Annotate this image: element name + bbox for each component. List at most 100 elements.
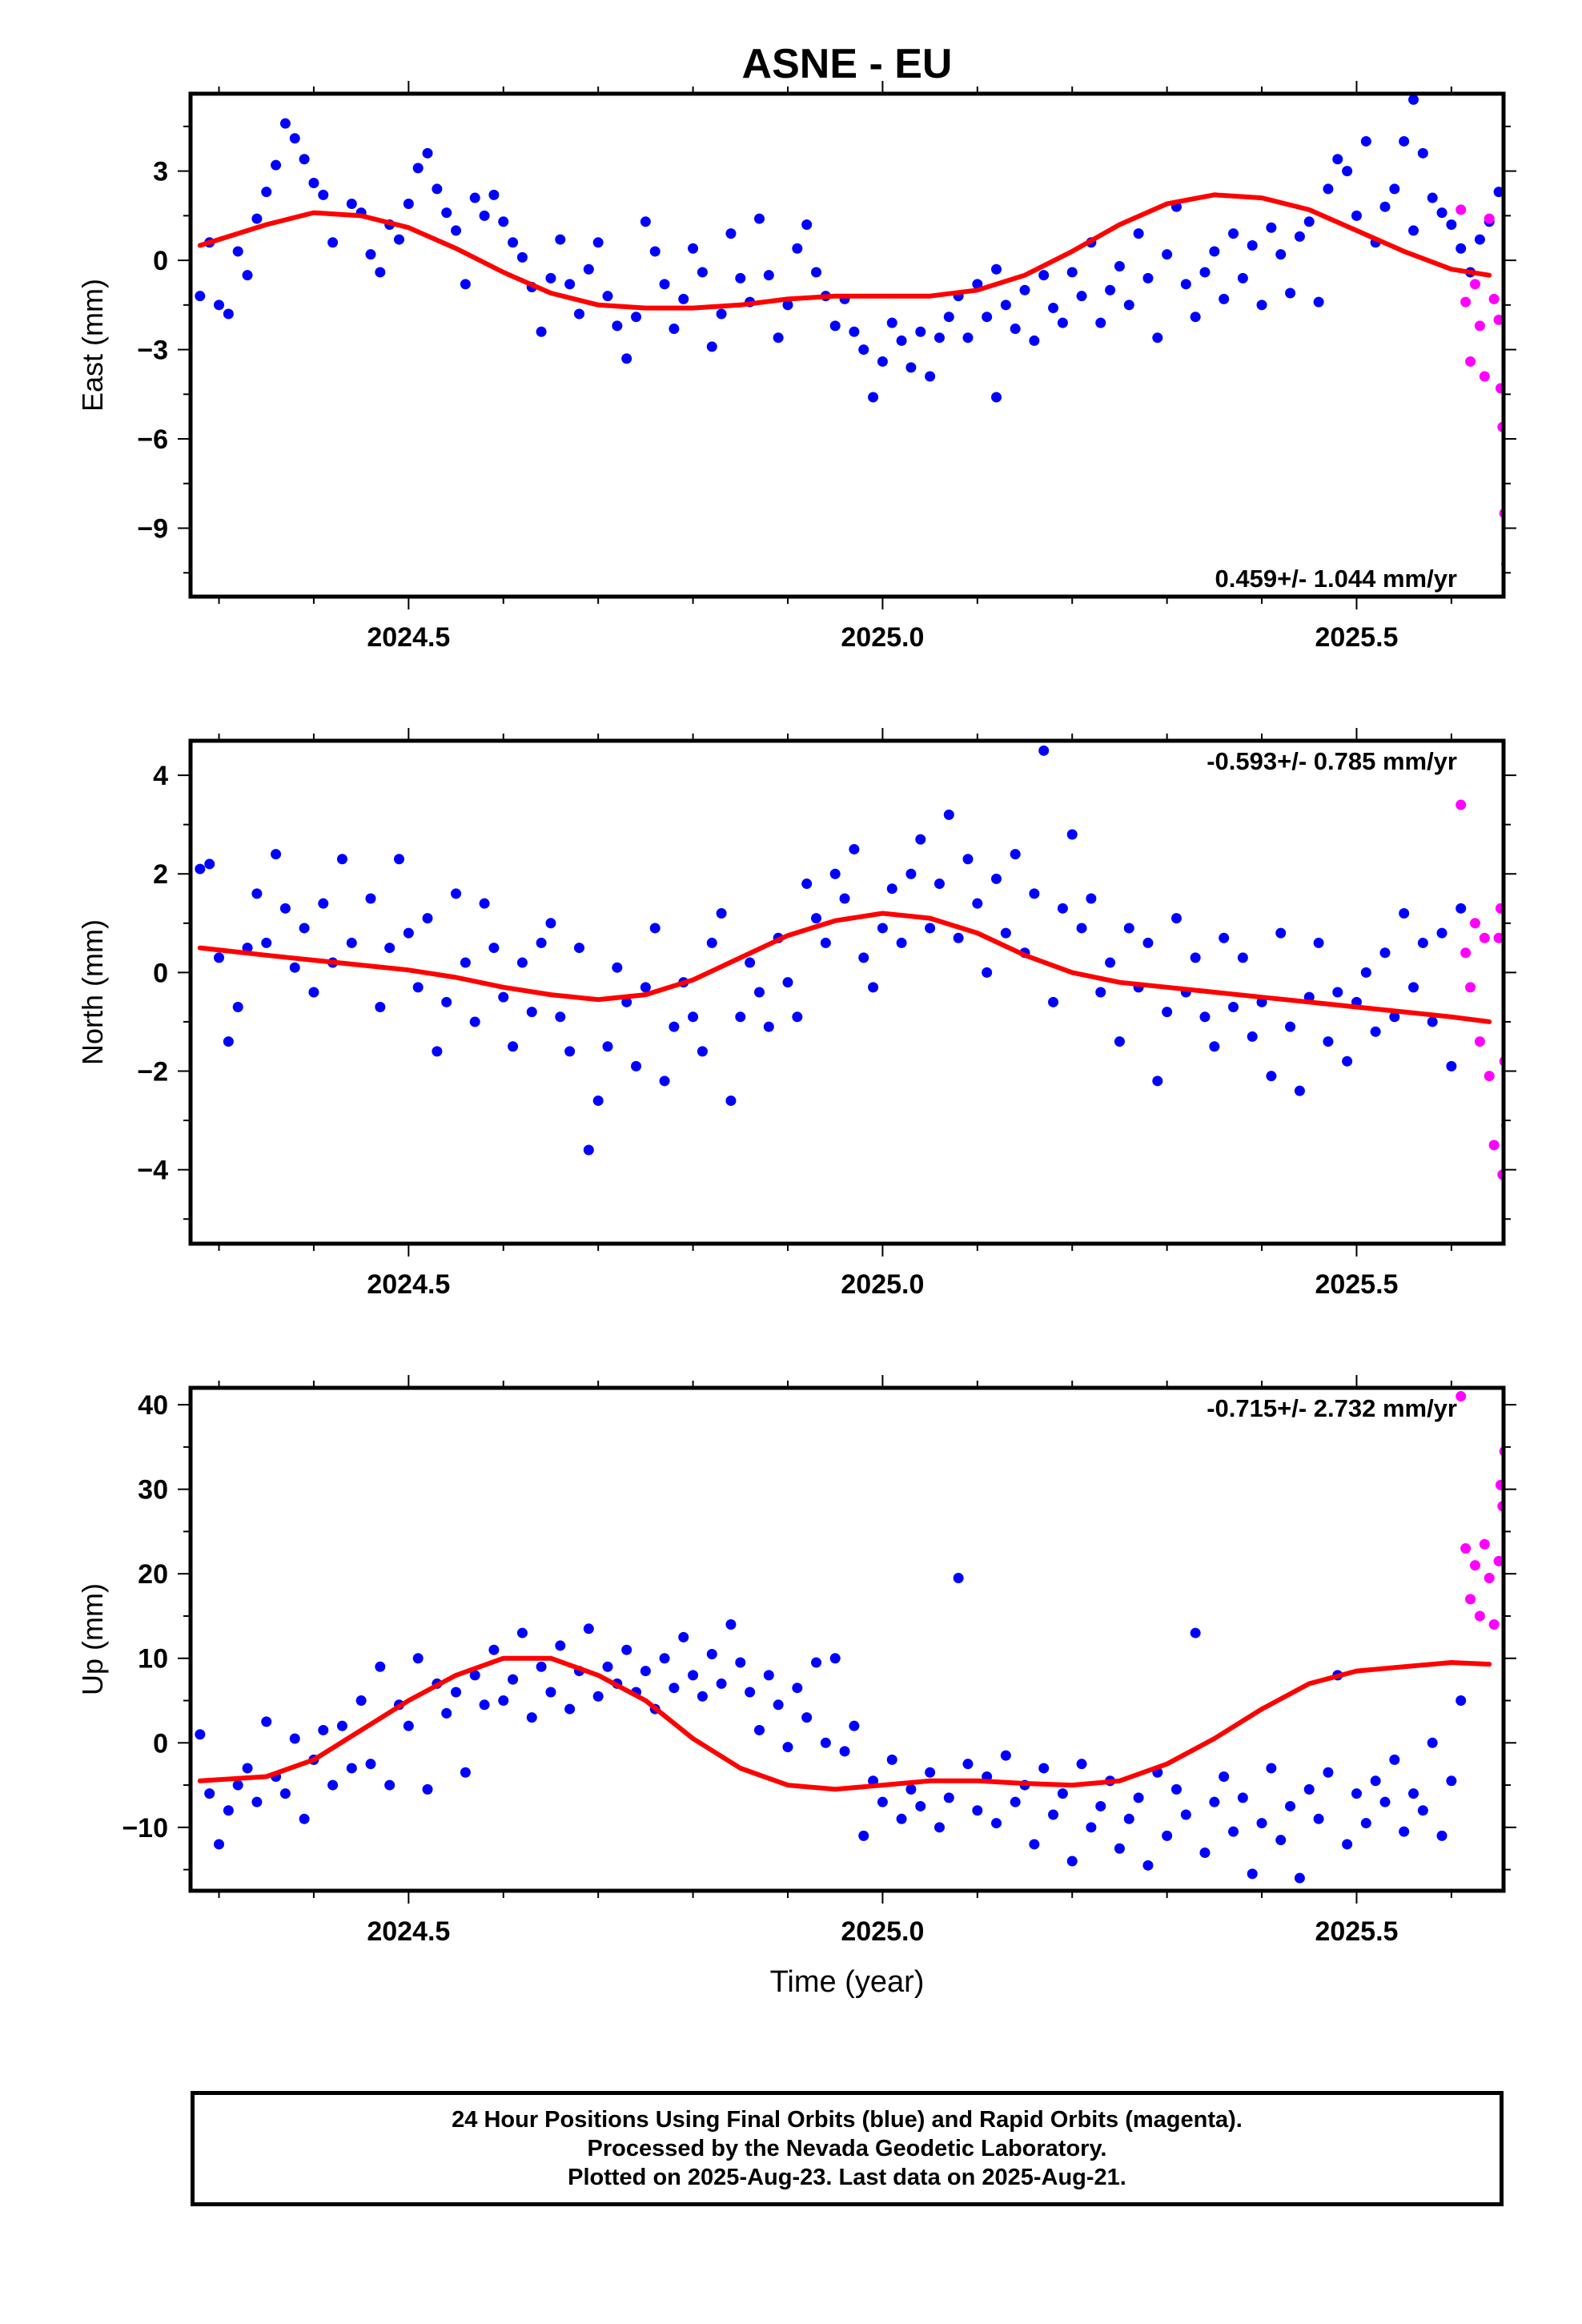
east-final-point	[242, 270, 253, 281]
north-rapid-point	[1493, 932, 1504, 943]
up-ytick-label: 10	[138, 1644, 168, 1675]
east-final-point	[1399, 135, 1410, 147]
north-ytick-label: 2	[153, 859, 168, 890]
east-final-point	[1379, 201, 1391, 212]
north-ytick-label: −4	[137, 1156, 168, 1186]
up-final-point	[1266, 1763, 1277, 1774]
north-final-point	[849, 843, 860, 854]
up-final-point	[697, 1691, 708, 1702]
east-final-point	[1256, 300, 1267, 311]
north-final-point	[659, 1076, 670, 1087]
east-final-point	[1294, 231, 1305, 242]
up-xlabel: Time (year)	[770, 1965, 925, 1999]
up-final-point	[299, 1813, 310, 1824]
north-final-point	[1417, 937, 1428, 948]
east-final-point	[479, 210, 490, 221]
east-ytick-label: 3	[153, 157, 168, 187]
north-final-point	[451, 888, 462, 899]
up-final-point	[1199, 1848, 1211, 1859]
up-final-point	[403, 1720, 414, 1731]
up-final-point	[195, 1729, 206, 1740]
east-final-point	[1360, 135, 1371, 147]
north-final-point	[583, 1144, 594, 1156]
north-frame	[188, 738, 1506, 1246]
east-xtick-label: 2025.5	[1315, 622, 1398, 653]
east-final-point	[934, 332, 945, 344]
north-final-point	[508, 1041, 519, 1052]
north-final-point	[536, 937, 547, 948]
east-final-point	[982, 312, 993, 323]
up-final-point	[412, 1653, 424, 1664]
up-final-point	[1303, 1783, 1315, 1795]
up-rapid-point	[1493, 1555, 1504, 1566]
east-final-point	[1000, 300, 1011, 311]
east-final-point	[990, 263, 1002, 275]
up-final-point	[1142, 1860, 1154, 1871]
up-final-point	[223, 1805, 234, 1816]
north-model-line	[197, 911, 1492, 1024]
east-final-point	[516, 251, 528, 263]
east-final-point	[498, 216, 509, 227]
up-final-point	[1010, 1796, 1021, 1807]
north-final-point	[308, 987, 319, 998]
north-final-point	[829, 868, 841, 879]
north-final-point	[441, 996, 452, 1007]
north-final-point	[1228, 1001, 1239, 1012]
up-final-point	[1389, 1754, 1400, 1765]
east-final-point	[1199, 267, 1211, 278]
up-final-point	[716, 1678, 727, 1689]
up-final-point	[214, 1839, 225, 1850]
east-final-point	[1427, 192, 1438, 203]
north-final-point	[934, 879, 945, 890]
east-final-point	[508, 237, 519, 248]
east-data	[195, 94, 1504, 590]
east-final-point	[640, 216, 651, 227]
up-final-point	[962, 1759, 974, 1770]
east-final-point	[858, 344, 869, 356]
up-final-point	[1048, 1809, 1059, 1820]
up-final-point	[375, 1661, 386, 1672]
east-final-point	[232, 246, 243, 257]
north-xtick-label: 2025.0	[841, 1269, 924, 1300]
up-final-point	[669, 1683, 680, 1694]
up-final-point	[318, 1724, 329, 1735]
east-final-point	[564, 279, 576, 290]
north-final-point	[915, 834, 926, 845]
north-final-point	[299, 923, 310, 934]
east-final-point	[706, 341, 717, 352]
up-final-point	[488, 1644, 500, 1655]
up-final-point	[1133, 1792, 1144, 1803]
north-final-point	[336, 854, 347, 865]
north-final-point	[801, 879, 813, 890]
north-final-point	[1456, 903, 1467, 914]
up-ytick-label: 40	[138, 1390, 168, 1421]
north-ytick-label: 4	[153, 761, 168, 791]
east-final-point	[422, 147, 433, 159]
up-rapid-point	[1460, 1543, 1472, 1554]
east-final-point	[308, 177, 319, 188]
up-final-point	[877, 1796, 888, 1807]
up-final-point	[1285, 1800, 1296, 1811]
north-final-point	[735, 1011, 746, 1023]
north-final-point	[1114, 1036, 1125, 1047]
up-final-point	[763, 1670, 774, 1681]
north-final-point	[214, 952, 225, 963]
up-final-point	[526, 1712, 537, 1723]
east-final-point	[327, 237, 339, 248]
east-final-point	[829, 320, 841, 332]
east-panel: 2024.5 2025.0 2025.5 3 0 −3 −6 −9 East (mm) 0.459…	[76, 81, 1516, 653]
up-final-point	[782, 1742, 793, 1753]
up-final-point	[536, 1661, 547, 1672]
east-final-point	[1123, 300, 1134, 311]
north-final-point	[905, 868, 917, 879]
up-final-point	[232, 1779, 243, 1791]
east-final-point	[460, 279, 471, 290]
east-final-point	[753, 213, 765, 224]
north-final-point	[1237, 952, 1248, 963]
east-final-point	[725, 228, 737, 239]
north-final-point	[592, 1095, 604, 1106]
up-final-point	[896, 1813, 907, 1824]
east-final-point	[1038, 270, 1050, 281]
east-final-point	[1019, 284, 1030, 296]
